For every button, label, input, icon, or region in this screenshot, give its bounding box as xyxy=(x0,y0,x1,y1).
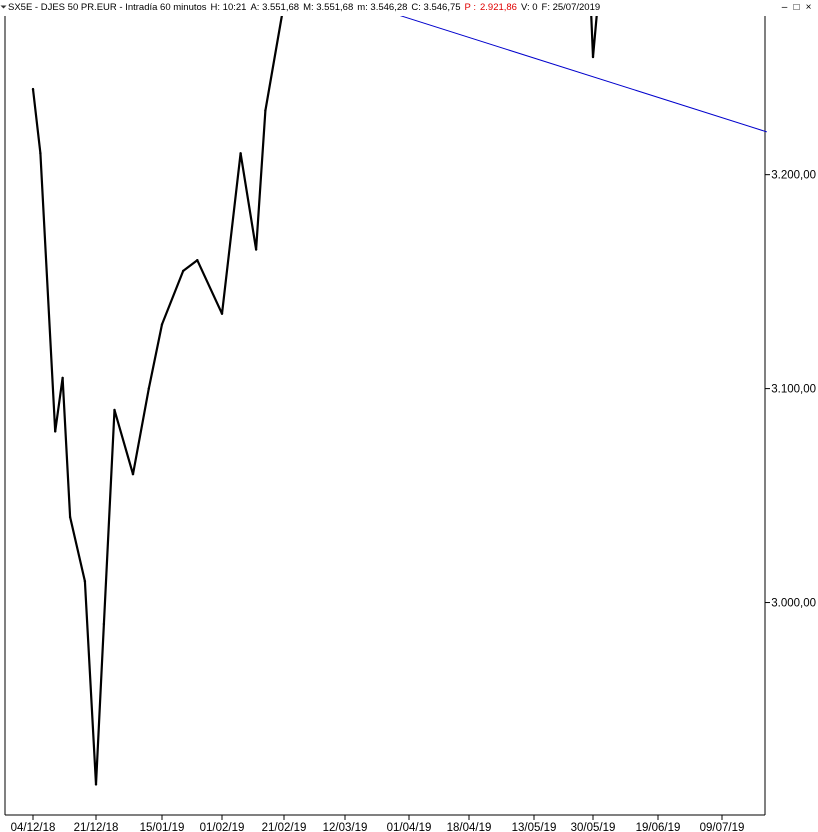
price-point xyxy=(94,783,98,786)
trendline xyxy=(349,0,767,133)
price-point xyxy=(68,515,72,519)
x-tick-label: 21/02/19 xyxy=(262,822,307,832)
close-icon[interactable]: × xyxy=(805,2,812,13)
price-point xyxy=(591,55,595,59)
x-tick-label: 12/03/19 xyxy=(323,822,368,832)
header-volume: V: 0 xyxy=(520,2,538,13)
header-close: C: 3.546,75 xyxy=(411,2,461,13)
x-axis-labels: 04/12/18 21/12/18 15/01/19 01/02/19 21/02/19… xyxy=(11,815,745,832)
price-line xyxy=(31,0,600,786)
price-point xyxy=(147,387,150,390)
header-symbol: SX5E - DJES 50 PR.EUR - Intradía 60 minu… xyxy=(8,2,207,13)
chart-header: SX5E - DJES 50 PR.EUR - Intradía 60 minu… xyxy=(0,0,818,16)
price-point xyxy=(264,109,267,112)
window-controls: – □ × xyxy=(778,2,814,14)
price-point xyxy=(113,408,116,412)
price-point xyxy=(196,259,199,262)
y-tick-label: 3.100,00 xyxy=(771,384,816,396)
x-tick-label: 19/06/19 xyxy=(636,822,681,832)
y-tick-label: 3.200,00 xyxy=(771,170,816,182)
header-min: m: 3.546,28 xyxy=(357,2,408,13)
price-point xyxy=(39,152,42,155)
x-tick-label: 01/04/19 xyxy=(387,822,432,832)
price-series xyxy=(31,0,600,786)
x-tick-label: 13/05/19 xyxy=(512,822,557,832)
price-point xyxy=(61,376,64,380)
x-tick-label: 18/04/19 xyxy=(447,822,492,832)
menu-triangle-icon[interactable] xyxy=(0,5,7,9)
maximize-icon[interactable]: □ xyxy=(793,2,800,13)
price-point xyxy=(83,579,87,583)
price-point xyxy=(181,269,185,273)
x-tick-label: 01/02/19 xyxy=(200,822,245,832)
price-point xyxy=(54,430,57,433)
price-point xyxy=(220,312,224,315)
price-point xyxy=(254,248,258,251)
price-point xyxy=(131,472,135,476)
header-high: H: 10:21 xyxy=(210,2,247,13)
price-point xyxy=(102,622,106,626)
y-axis-labels: 3.000,003.100,003.200,003.300,003.400,00… xyxy=(765,170,816,610)
header-p-label: P : xyxy=(464,2,476,13)
header-open: A: 3.551,68 xyxy=(250,2,300,13)
x-tick-label: 15/01/19 xyxy=(140,822,185,832)
header-date: F: 25/07/2019 xyxy=(541,2,601,13)
x-tick-label: 04/12/18 xyxy=(11,822,56,832)
x-tick-label: 21/12/18 xyxy=(74,822,119,832)
price-point xyxy=(160,323,164,326)
price-point xyxy=(31,87,35,91)
price-point xyxy=(239,152,242,155)
x-tick-label: 09/07/19 xyxy=(700,822,745,832)
header-max: M: 3.551,68 xyxy=(303,2,354,13)
chart-axes xyxy=(4,16,766,816)
y-tick-label: 3.000,00 xyxy=(771,598,816,610)
minimize-icon[interactable]: – xyxy=(781,2,788,13)
x-tick-label: 30/05/19 xyxy=(571,822,616,832)
header-p-value: 2.921,86 xyxy=(479,2,517,13)
trendlines xyxy=(349,0,767,133)
